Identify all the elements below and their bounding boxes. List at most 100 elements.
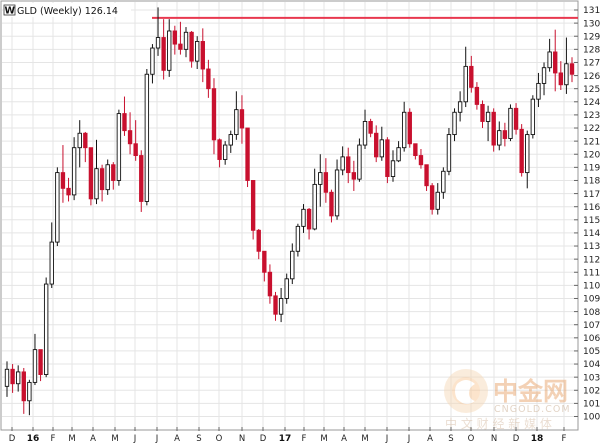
candle-body-up	[441, 170, 446, 193]
candle	[71, 137, 77, 201]
candle-body-down	[569, 63, 575, 75]
candle	[217, 138, 222, 168]
y-tick-label: 125	[583, 85, 600, 95]
candle	[284, 273, 289, 304]
candle-body-down	[256, 229, 261, 252]
candle	[357, 138, 362, 182]
candle	[273, 291, 278, 321]
candle-body-up	[155, 37, 161, 49]
candle-body-up	[167, 30, 172, 71]
candle	[396, 141, 401, 163]
y-tick-label: 113	[583, 242, 600, 252]
x-axis: D 16 F M A M J J A S O N D 17 F M A M J J A S O N D 18 F	[9, 427, 567, 444]
candle-body-up	[508, 107, 513, 139]
candle	[38, 349, 43, 382]
candle	[457, 91, 463, 122]
candle	[155, 7, 161, 56]
x-month-label: F	[562, 434, 567, 444]
candles	[4, 7, 575, 416]
candle	[195, 36, 200, 70]
candle-body-down	[38, 349, 43, 375]
candle	[99, 164, 105, 202]
candle-body-up	[16, 371, 21, 385]
candle-body-down	[10, 368, 15, 385]
candle	[105, 159, 110, 195]
candle	[541, 62, 547, 96]
candle-body-up	[144, 73, 150, 202]
y-tick-label: 106	[583, 334, 600, 344]
candle-body-up	[334, 169, 340, 217]
candle	[441, 167, 446, 199]
candle-body-up	[340, 156, 345, 171]
candle-body-down	[374, 132, 379, 158]
candle	[150, 44, 155, 84]
candle	[239, 95, 245, 144]
candle-body-up	[183, 31, 189, 50]
candle	[401, 101, 407, 152]
y-tick-label: 105	[583, 347, 600, 357]
candle-body-up	[77, 132, 82, 149]
candle-body-down	[474, 86, 480, 105]
y-tick-label: 109	[583, 295, 600, 305]
candle	[116, 109, 122, 186]
y-tick-label: 100	[583, 413, 600, 423]
x-month-label: S	[448, 434, 453, 444]
y-tick-label: 118	[583, 177, 600, 187]
y-tick-label: 108	[583, 308, 600, 318]
candle	[256, 228, 261, 260]
candle-body-up	[228, 134, 233, 146]
y-tick-label: 110	[583, 282, 600, 292]
candle-body-up	[234, 109, 239, 136]
candle	[60, 145, 66, 203]
candle	[133, 120, 138, 161]
candle	[127, 112, 133, 155]
candle-body-up	[547, 51, 552, 69]
candle-body-up	[463, 65, 468, 103]
x-month-label: D	[9, 434, 16, 444]
watermark-logo-icon	[444, 369, 488, 413]
candle	[234, 91, 239, 140]
candle	[206, 59, 211, 98]
candle	[334, 159, 340, 220]
x-month-label: O	[216, 434, 223, 444]
candle	[346, 147, 351, 184]
candle	[306, 208, 312, 240]
candle-body-up	[379, 139, 384, 158]
candle	[189, 30, 194, 68]
candle-body-up	[105, 164, 110, 191]
watermark-url: CNGOLD.COM	[494, 404, 571, 415]
candle-body-up	[362, 121, 368, 146]
candle	[295, 223, 301, 257]
grid-lines	[2, 2, 577, 430]
candle-body-up	[536, 82, 541, 100]
candle	[513, 103, 519, 135]
candle-body-down	[329, 191, 334, 217]
candle-body-down	[172, 30, 178, 45]
candle	[474, 82, 480, 110]
candle	[55, 167, 60, 247]
chart-title: GLD (Weekly) 126.14	[17, 6, 118, 17]
candle	[452, 108, 457, 142]
candle-body-up	[195, 41, 200, 62]
candle-body-down	[323, 172, 329, 193]
y-tick-label: 128	[583, 46, 600, 56]
candle-body-down	[122, 113, 127, 132]
candle	[178, 21, 183, 55]
candle-body-up	[564, 63, 569, 86]
candle-body-down	[418, 155, 424, 166]
candle	[183, 27, 189, 58]
weekly-symbol-icon	[3, 4, 16, 16]
y-axis: 100 101 102 103 104 105 106 107 108 109 110 111 112 1…	[574, 6, 600, 423]
candle-body-up	[49, 241, 54, 285]
candle-body-down	[211, 88, 217, 141]
candle-body-up	[396, 147, 401, 162]
candle	[525, 130, 530, 189]
x-month-label: A	[174, 434, 180, 444]
candle	[200, 28, 205, 83]
y-tick-label: 119	[583, 164, 600, 174]
candle-body-down	[178, 43, 183, 50]
candle	[83, 131, 88, 163]
y-tick-label: 111	[583, 268, 600, 278]
y-tick-label: 114	[583, 229, 600, 239]
candle-body-down	[133, 143, 138, 157]
